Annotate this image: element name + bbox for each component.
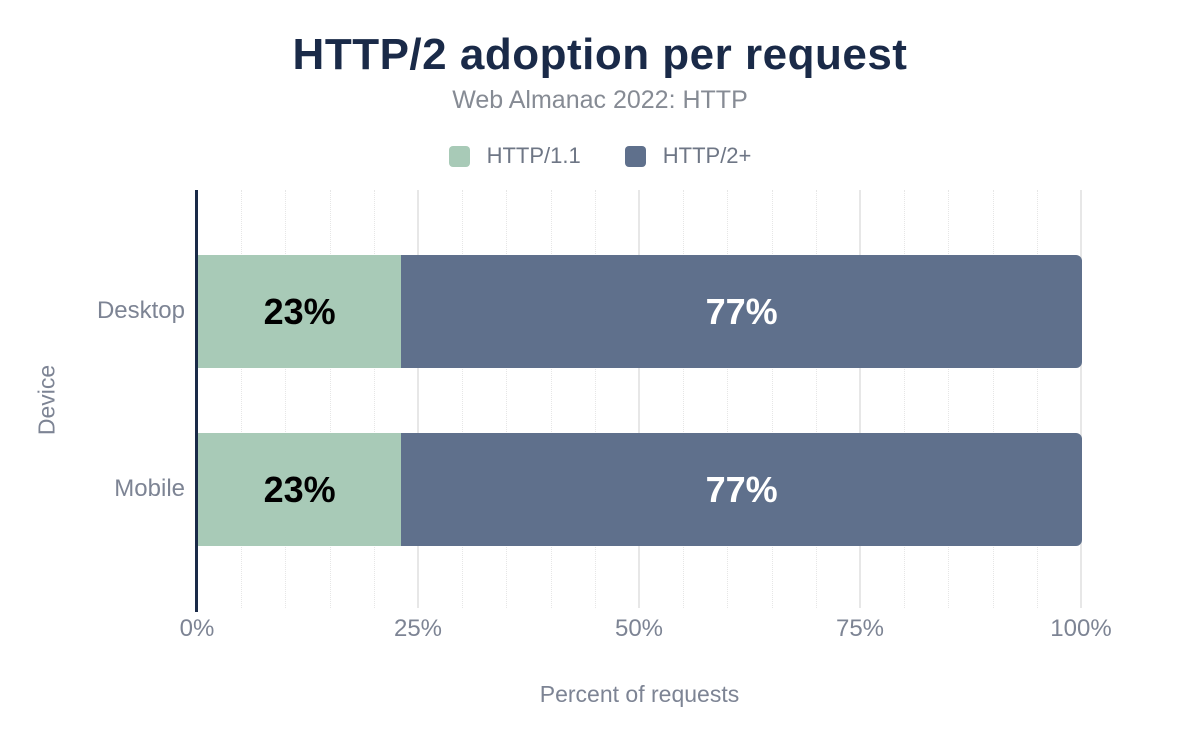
chart-subtitle: Web Almanac 2022: HTTP [452, 86, 748, 114]
gridline-major [859, 190, 861, 608]
gridline-minor [727, 190, 729, 608]
bar-value-label: 23% [263, 468, 336, 510]
bar-value-label: 23% [263, 290, 336, 332]
legend: HTTP/1.1 HTTP/2+ [0, 141, 1200, 171]
bar-value-label: 77% [705, 290, 778, 332]
gridline-minor [683, 190, 685, 608]
bar-segment-http-2-: 77% [401, 255, 1082, 368]
gridline-minor [462, 190, 464, 608]
bar-segment-http-1-1: 23% [198, 255, 402, 368]
gridline-minor [815, 190, 817, 608]
gridline-minor [506, 190, 508, 608]
gridline-major [638, 190, 640, 608]
legend-item-http-2-: HTTP/2+ [624, 143, 752, 169]
category-label: Desktop [96, 296, 185, 324]
gridline-major [417, 190, 419, 608]
legend-swatch-icon [448, 145, 470, 167]
x-tick-label: 100% [1050, 615, 1112, 642]
x-tick-label: 25% [393, 615, 443, 642]
bar-value-label: 77% [705, 468, 778, 510]
chart-title: HTTP/2 adoption per request [292, 30, 908, 79]
bar-segment-http-1-1: 23% [198, 433, 402, 546]
legend-swatch-icon [624, 145, 646, 167]
gridline-minor [329, 190, 331, 608]
x-axis-title: Percent of requests [539, 681, 740, 707]
x-tick-label: 75% [835, 615, 885, 642]
gridline-minor [241, 190, 243, 608]
gridline-minor [550, 190, 552, 608]
gridline-minor [285, 190, 287, 608]
gridline-minor [992, 190, 994, 608]
x-tick-label: 0% [179, 615, 215, 642]
gridline-minor [594, 190, 596, 608]
x-tick-label: 50% [614, 615, 664, 642]
gridline-minor [904, 190, 906, 608]
bar-segment-http-2-: 77% [401, 433, 1082, 546]
y-axis-line [195, 190, 198, 612]
legend-label: HTTP/2+ [662, 143, 752, 168]
gridline-minor [373, 190, 375, 608]
gridline-minor [1036, 190, 1038, 608]
gridline-minor [771, 190, 773, 608]
category-label: Mobile [114, 474, 185, 502]
y-axis-title: Device [33, 364, 60, 436]
gridline-minor [948, 190, 950, 608]
legend-label: HTTP/1.1 [486, 143, 581, 168]
gridline-major [1080, 190, 1082, 608]
legend-item-http-1-1: HTTP/1.1 [448, 143, 581, 169]
